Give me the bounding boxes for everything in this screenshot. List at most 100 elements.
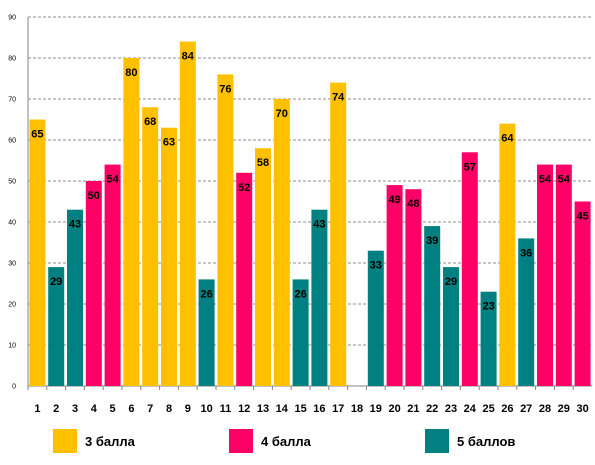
y-tick-label: 0 [12, 384, 16, 391]
data-label: 48 [407, 198, 419, 210]
x-tick-label: 7 [147, 403, 153, 415]
legend-swatch-4-balla [229, 429, 253, 453]
legend-item-3-balla: 3 балла [53, 428, 135, 454]
bar [555, 164, 572, 386]
data-label: 50 [88, 190, 100, 202]
x-tick-label: 24 [464, 403, 477, 415]
data-label: 68 [144, 116, 156, 128]
x-tick-label: 21 [407, 403, 419, 415]
x-tick-label: 1 [34, 403, 40, 415]
bar [367, 250, 384, 386]
x-tick-label: 28 [539, 403, 551, 415]
x-tick-label: 5 [110, 403, 116, 415]
y-tick-label: 40 [8, 220, 16, 227]
data-label: 64 [501, 133, 514, 145]
data-label: 43 [313, 219, 325, 231]
bar [480, 291, 497, 386]
data-label: 33 [370, 260, 382, 272]
data-label: 76 [219, 83, 231, 95]
data-label: 45 [576, 211, 588, 223]
bar [292, 279, 309, 386]
x-tick-label: 27 [520, 403, 532, 415]
data-label: 23 [482, 301, 494, 313]
legend-label-3-balla: 3 балла [85, 433, 135, 449]
bar [311, 209, 328, 386]
data-label: 52 [238, 182, 250, 194]
data-label: 54 [106, 174, 119, 186]
x-tick-label: 25 [482, 403, 494, 415]
x-tick-label: 8 [166, 403, 172, 415]
bar [330, 82, 347, 386]
data-label: 80 [125, 67, 137, 79]
y-tick-label: 30 [8, 261, 16, 268]
bar [574, 201, 591, 386]
x-tick-label: 9 [185, 403, 191, 415]
data-label: 29 [50, 276, 62, 288]
bar [161, 127, 177, 386]
data-label: 57 [464, 161, 476, 173]
x-tick-label: 29 [558, 403, 570, 415]
x-tick-label: 14 [276, 403, 289, 415]
x-tick-label: 12 [238, 403, 250, 415]
x-tick-label: 30 [576, 403, 588, 415]
bar [48, 267, 65, 386]
data-label: 54 [539, 174, 552, 186]
bar [537, 164, 553, 386]
bar [386, 185, 403, 386]
data-label: 70 [276, 108, 288, 120]
bar [518, 238, 535, 386]
legend-label-5-ballov: 5 баллов [457, 433, 516, 449]
legend-item-5-ballov: 5 баллов [425, 428, 515, 454]
y-tick-label: 60 [8, 138, 16, 145]
x-tick-label: 23 [445, 403, 457, 415]
legend-swatch-5-ballov [425, 429, 449, 453]
bar [424, 226, 441, 386]
bar [85, 181, 102, 386]
x-tick-label: 26 [501, 403, 513, 415]
data-label: 65 [31, 129, 43, 141]
data-label: 49 [388, 194, 400, 206]
legend-item-4-balla: 4 балла [229, 428, 311, 454]
x-tick-label: 22 [426, 403, 438, 415]
y-tick-label: 70 [8, 97, 16, 104]
data-label: 26 [294, 288, 306, 300]
bar [198, 279, 215, 386]
data-label: 29 [445, 276, 457, 288]
data-label: 58 [257, 157, 269, 169]
data-label: 36 [520, 247, 532, 259]
x-tick-label: 20 [388, 403, 400, 415]
data-label: 26 [200, 288, 212, 300]
bar [123, 58, 140, 386]
x-tick-label: 6 [128, 403, 134, 415]
data-label: 54 [558, 174, 571, 186]
data-label: 84 [182, 51, 195, 63]
bar [142, 107, 159, 386]
x-tick-label: 16 [313, 403, 325, 415]
y-tick-label: 10 [8, 343, 16, 350]
bar [67, 209, 83, 386]
data-label: 74 [332, 92, 345, 104]
bar [217, 74, 234, 387]
y-tick-label: 80 [8, 56, 16, 63]
y-tick-label: 90 [8, 15, 16, 22]
x-tick-label: 13 [257, 403, 269, 415]
x-tick-label: 19 [370, 403, 382, 415]
data-label: 39 [426, 235, 438, 247]
bar [405, 189, 422, 386]
x-tick-label: 4 [91, 403, 98, 415]
legend-swatch-3-balla [53, 429, 77, 453]
bar [29, 119, 46, 386]
x-tick-label: 18 [351, 403, 363, 415]
x-tick-label: 3 [72, 403, 78, 415]
bar [236, 172, 253, 386]
x-tick-label: 10 [200, 403, 212, 415]
x-tick-label: 17 [332, 403, 344, 415]
bar [499, 123, 516, 386]
y-tick-label: 20 [8, 302, 16, 309]
data-label: 63 [163, 137, 175, 149]
x-tick-label: 15 [294, 403, 306, 415]
x-tick-label: 11 [220, 403, 232, 415]
bar [443, 267, 459, 386]
bar [273, 99, 290, 386]
